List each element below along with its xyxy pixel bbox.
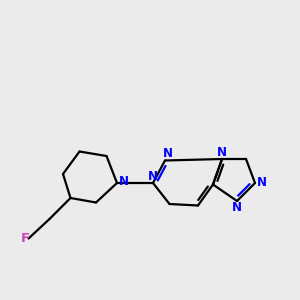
- Text: N: N: [148, 170, 158, 183]
- Text: N: N: [217, 146, 227, 159]
- Text: N: N: [256, 176, 267, 190]
- Text: N: N: [163, 147, 173, 161]
- Text: N: N: [232, 201, 242, 214]
- Text: N: N: [118, 175, 129, 188]
- Text: F: F: [21, 232, 30, 245]
